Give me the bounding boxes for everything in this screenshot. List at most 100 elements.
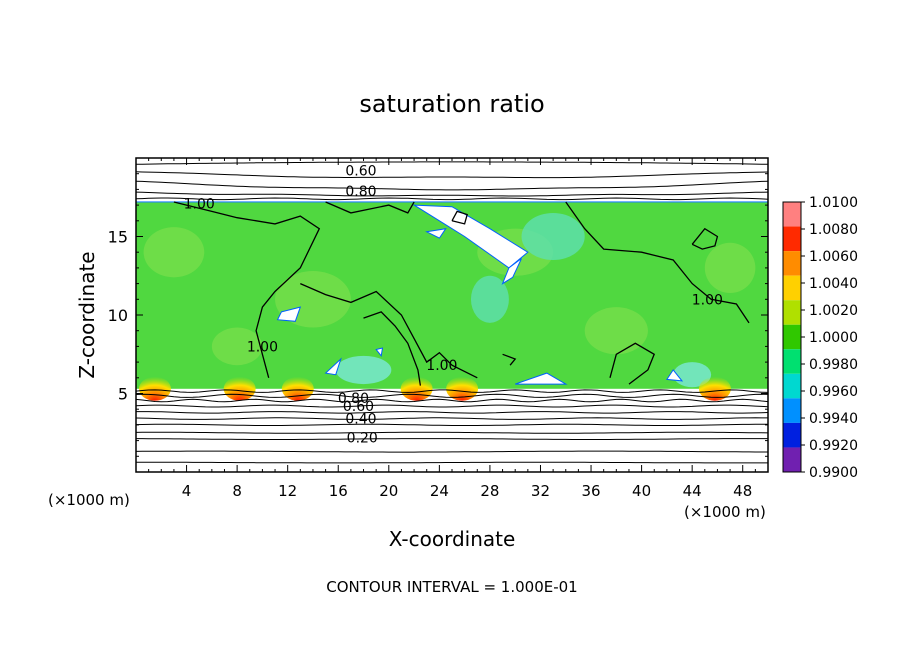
x-tick-label: 36 [581,482,600,500]
contour-line [609,342,656,385]
colorbar-swatch [783,226,801,252]
x-tick-label: 28 [480,482,499,500]
hotspot [138,376,171,401]
contour-line [136,411,768,414]
x-tick-label: 40 [632,482,651,500]
contour-line [136,180,768,191]
colorbar-swatch [783,324,801,350]
x-tick-label: 4 [182,482,192,500]
x-tick-label: 32 [531,482,550,500]
contour-line [136,461,768,464]
contour-label: 0.40 [345,412,376,428]
contour-line [502,353,517,366]
hotspot [223,376,256,401]
contour-line [691,227,719,250]
contour-line [136,438,768,440]
subsaturated-region [515,372,568,385]
colorbar-swatch [783,251,801,276]
chart-title: saturation ratio [359,90,544,118]
x-tick-label: 12 [278,482,297,500]
colorbar-label: 0.9920 [809,438,858,454]
colorbar-label: 1.0080 [809,222,858,238]
colorbar-label: 1.0040 [809,276,858,292]
subsaturated-region [276,306,302,322]
colorbar-swatch [783,275,801,301]
contour-lines [136,161,768,464]
colorbar-swatch [783,300,801,325]
colorbar-label: 1.0100 [809,195,858,211]
contour-label: 1.00 [247,339,278,355]
contour-label: 1.00 [426,358,457,374]
colorbar-label: 0.9900 [809,465,858,481]
contour-line [136,197,768,201]
y-tick-label: 15 [108,228,128,247]
field-patch [335,355,392,385]
subsaturated-region [324,357,342,376]
colorbar-label: 1.0060 [809,249,858,265]
contour-label: 0.80 [338,391,369,407]
field-patch [211,327,263,366]
contour-line [136,423,768,426]
y-tick-label: 10 [108,306,128,325]
subsaturated-region [501,258,522,285]
contour-line [136,417,768,420]
plot-area [136,158,768,472]
saturation-field [136,201,768,401]
colorbar-label: 1.0020 [809,303,858,319]
contour-label: 1.00 [692,292,723,308]
field-patch [673,362,712,388]
contour-line [136,398,768,403]
colorbar-swatch [783,202,801,227]
contour-label: 0.60 [343,399,374,415]
field-patch [704,242,756,294]
field-patch [584,307,648,355]
subsaturated-region [666,369,684,382]
contour-line [300,283,478,379]
contour-labels: 0.600.801.001.001.001.000.800.600.400.20 [184,164,723,447]
colorbar-label: 0.9940 [809,411,858,427]
y-axis-label: Z-coordinate [75,251,99,378]
x-axis-label: X-coordinate [389,527,516,551]
contour-label: 0.80 [345,184,376,200]
x-tick-label: 8 [232,482,242,500]
contour-line [173,201,321,378]
x-tick-label: 24 [430,482,449,500]
x-tick-label: 16 [329,482,348,500]
contour-line [565,201,750,324]
subsaturated-region [412,204,529,269]
hotspot [400,376,433,401]
contour-line [325,201,415,214]
colorbar-swatch [783,422,801,448]
colorbar-swatch [783,447,801,472]
hotspot [446,376,479,401]
contour-line [136,404,768,408]
contour-line [363,311,422,386]
x-unit-right: (×1000 m) [684,503,766,521]
contour-line [136,389,768,393]
y-tick-label: 5 [118,385,128,404]
colorbar-label: 0.9960 [809,384,858,400]
hotspot [698,376,731,401]
x-tick-label: 20 [379,482,398,500]
contour-line [136,161,768,165]
subsaturated-region [425,228,447,239]
subsaturated-region [375,347,384,357]
contour-line [136,450,768,453]
contour-interval-note: CONTOUR INTERVAL = 1.000E-01 [326,578,577,596]
contour-line [136,171,768,179]
field-patch [521,212,585,261]
contour-label: 0.20 [347,430,378,446]
field-patch [470,275,509,323]
contour-label: 1.00 [184,197,215,213]
colorbar-swatch [783,349,801,374]
colorbar-swatch [783,373,801,399]
colorbar: 1.0100 1.0080 1.0060 1.0040 1.0020 1.0000 0.99… [782,195,858,481]
contour-line [136,431,768,434]
x-tick-label: 44 [683,482,702,500]
x-tick-label: 48 [733,482,752,500]
contour-line [451,210,468,225]
x-unit-left: (×1000 m) [48,491,130,509]
field-patch [143,227,205,278]
colorbar-label: 0.9980 [809,357,858,373]
